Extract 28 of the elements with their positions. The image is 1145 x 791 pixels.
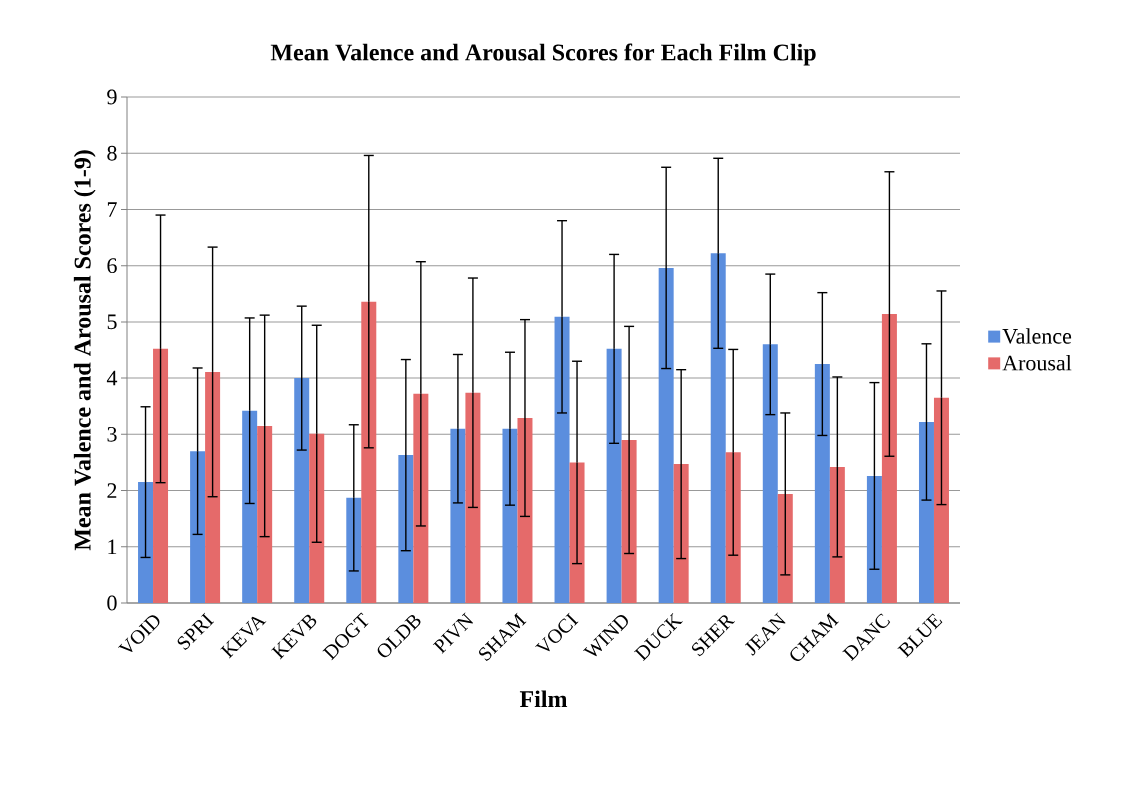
- bar: [606, 348, 622, 603]
- y-tick-label: 6: [107, 258, 117, 274]
- y-tick-label: 0: [107, 595, 117, 611]
- bar: [710, 253, 726, 603]
- legend-label: Valence: [1002, 328, 1072, 344]
- bar: [762, 344, 778, 603]
- y-tick-label: 8: [107, 145, 117, 161]
- bar: [658, 267, 674, 603]
- y-tick-label: 5: [107, 314, 117, 330]
- y-tick-label: 1: [108, 539, 117, 555]
- chart-title: Mean Valence and Arousal Scores for Each Film Clip: [270, 43, 816, 66]
- y-tick-label: 7: [107, 202, 117, 217]
- y-tick-label: 4: [106, 370, 118, 386]
- bar: [294, 378, 310, 603]
- y-axis-title: Mean Valence and Arousal Scores (1-9): [73, 150, 96, 551]
- bar: [361, 301, 377, 603]
- y-tick-label: 3: [107, 426, 117, 442]
- bar: [450, 428, 466, 603]
- x-axis-title: Film: [519, 690, 568, 708]
- legend-label: Arousal: [1002, 355, 1072, 371]
- bar: [918, 421, 934, 603]
- y-tick-label: 2: [107, 483, 117, 498]
- bar: [881, 314, 897, 603]
- bar: [242, 410, 258, 603]
- bar: [554, 316, 570, 603]
- bar: [502, 428, 518, 603]
- bar: [814, 364, 830, 603]
- y-tick-label: 9: [107, 89, 117, 105]
